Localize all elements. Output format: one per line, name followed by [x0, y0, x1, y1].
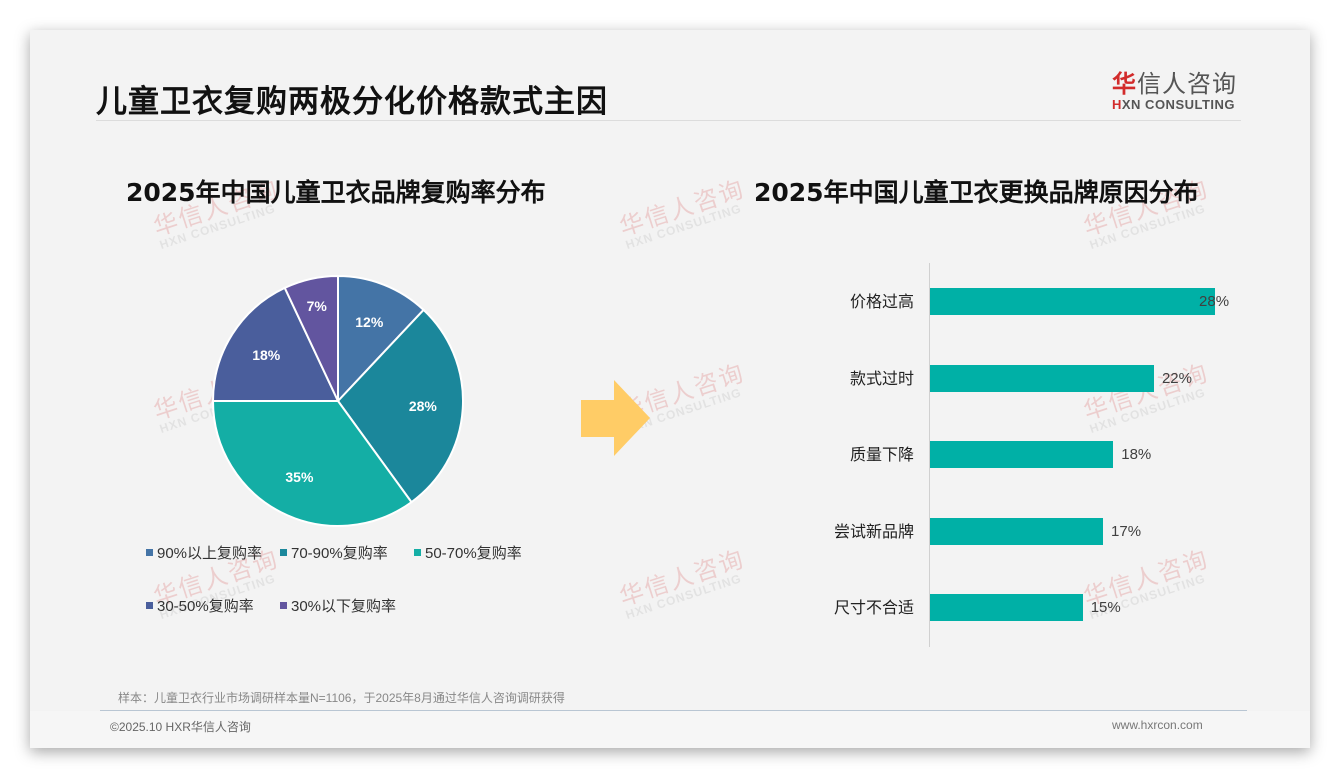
legend-swatch: [146, 602, 153, 609]
bar-chart-title: 2025年中国儿童卫衣更换品牌原因分布: [754, 178, 1199, 207]
pie-slice: [283, 274, 339, 402]
website-link[interactable]: www.hxrcon.com: [1112, 718, 1203, 732]
bar-label: 尺寸不合适: [833, 598, 914, 617]
pie-chart: [210, 273, 466, 529]
bar-label: 质量下降: [849, 445, 914, 464]
sample-note: 样本：儿童卫衣行业市场调研样本量N=1106，于2025年8月通过华信人咨询调研…: [118, 691, 565, 705]
bar-chart-axis: [929, 263, 930, 647]
bar: [930, 365, 1154, 392]
legend-item: 50-70%复购率: [414, 542, 522, 563]
page-title: 儿童卫衣复购两极分化价格款式主因: [96, 84, 608, 120]
pie-slice: [211, 286, 340, 402]
legend-swatch: [280, 602, 287, 609]
copyright-text: ©2025.10 HXR华信人咨询: [110, 720, 251, 734]
pie-slice-label: 18%: [252, 347, 281, 364]
bar-value: 22%: [1161, 370, 1192, 387]
bar-label: 款式过时: [849, 369, 914, 388]
legend-item: 90%以上复购率: [146, 542, 262, 563]
bar-value: 18%: [1121, 446, 1152, 463]
bar-label: 尝试新品牌: [833, 522, 914, 541]
bar-value: 17%: [1111, 523, 1142, 540]
bar: [930, 594, 1083, 621]
bar: [930, 518, 1104, 545]
logo-cn: 华信人咨询: [1112, 70, 1237, 98]
pie-slice-label: 7%: [306, 297, 327, 314]
bar-value: 28%: [1199, 293, 1230, 310]
pie-slice-label: 12%: [355, 313, 384, 330]
title-divider: [96, 120, 1241, 121]
footer: [30, 711, 1310, 748]
bar-label: 价格过高: [849, 292, 914, 311]
pie-slice: [211, 400, 413, 527]
pie-slice: [336, 308, 464, 504]
bar: [930, 441, 1114, 468]
legend-swatch: [414, 549, 421, 556]
legend-item: 70-90%复购率: [280, 542, 388, 563]
bar-value: 15%: [1090, 599, 1121, 616]
pie-slice: [337, 274, 425, 404]
pie-svg: [211, 274, 464, 527]
legend-item: 30%以下复购率: [280, 595, 396, 616]
legend-swatch: [280, 549, 287, 556]
slide: 儿童卫衣复购两极分化价格款式主因 华信人咨询 HXN CONSULTING 华信…: [30, 30, 1310, 748]
arrow-right-icon: [581, 380, 650, 456]
pie-slice-label: 35%: [285, 468, 314, 485]
legend-item: 30-50%复购率: [146, 595, 254, 616]
company-logo: 华信人咨询 HXN CONSULTING: [1112, 64, 1252, 112]
pie-slice-label: 28%: [408, 398, 437, 415]
legend-swatch: [146, 549, 153, 556]
logo-en: HXN CONSULTING: [1112, 97, 1236, 112]
footer-divider: [100, 710, 1247, 711]
pie-chart-title: 2025年中国儿童卫衣品牌复购率分布: [126, 178, 546, 207]
bar: [930, 288, 1216, 315]
